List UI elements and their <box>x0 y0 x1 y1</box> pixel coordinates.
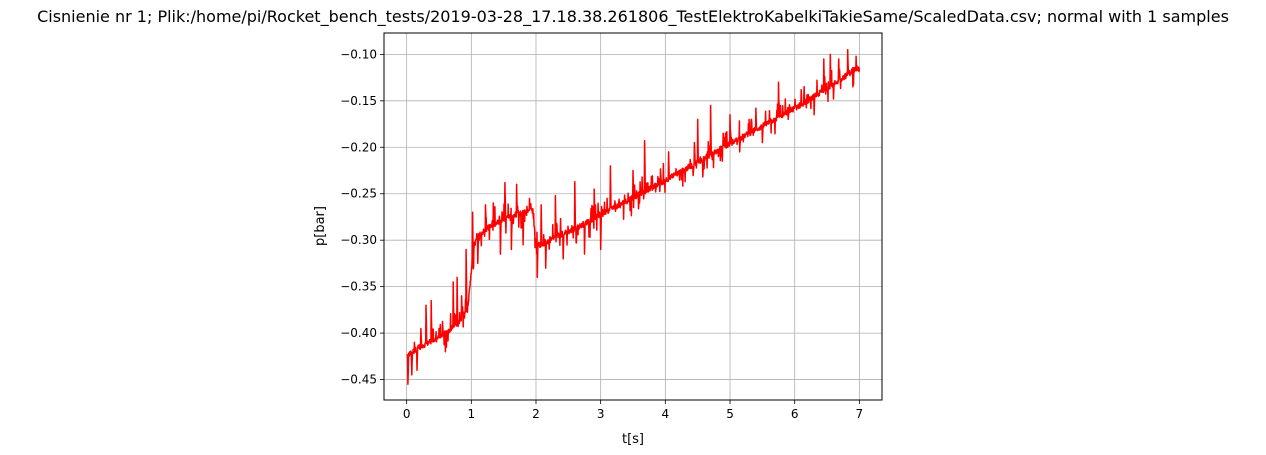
tick-layer: 0 1 2 3 4 5 6 7 −0.45 −0.40 −0.35 −0.30 −0.25 −0.20 −0… <box>340 47 863 421</box>
x-tick-label: 1 <box>467 407 475 421</box>
x-tick-label: 3 <box>597 407 605 421</box>
y-tick-label: −0.15 <box>340 94 377 108</box>
grid-layer <box>384 33 882 400</box>
x-tick-label: 5 <box>726 407 734 421</box>
x-tick-label: 6 <box>791 407 799 421</box>
y-tick-label: −0.30 <box>340 233 377 247</box>
x-tick-label: 0 <box>403 407 411 421</box>
y-tick-label: −0.25 <box>340 187 377 201</box>
y-axis-label: p[bar] <box>313 206 328 246</box>
x-tick-label: 2 <box>532 407 540 421</box>
x-tick-label: 7 <box>856 407 864 421</box>
y-tick-label: −0.20 <box>340 140 377 154</box>
x-tick-label: 4 <box>662 407 670 421</box>
x-axis-label: t[s] <box>622 432 644 447</box>
y-tick-label: −0.40 <box>340 326 377 340</box>
plot-frame <box>383 32 883 401</box>
series-layer <box>406 48 861 385</box>
series-line <box>406 48 861 385</box>
chart-title: Cisnienie nr 1; Plik:/home/pi/Rocket_ben… <box>37 7 1229 27</box>
y-tick-label: −0.45 <box>340 373 377 387</box>
y-tick-label: −0.10 <box>340 47 377 61</box>
y-tick-label: −0.35 <box>340 280 377 294</box>
